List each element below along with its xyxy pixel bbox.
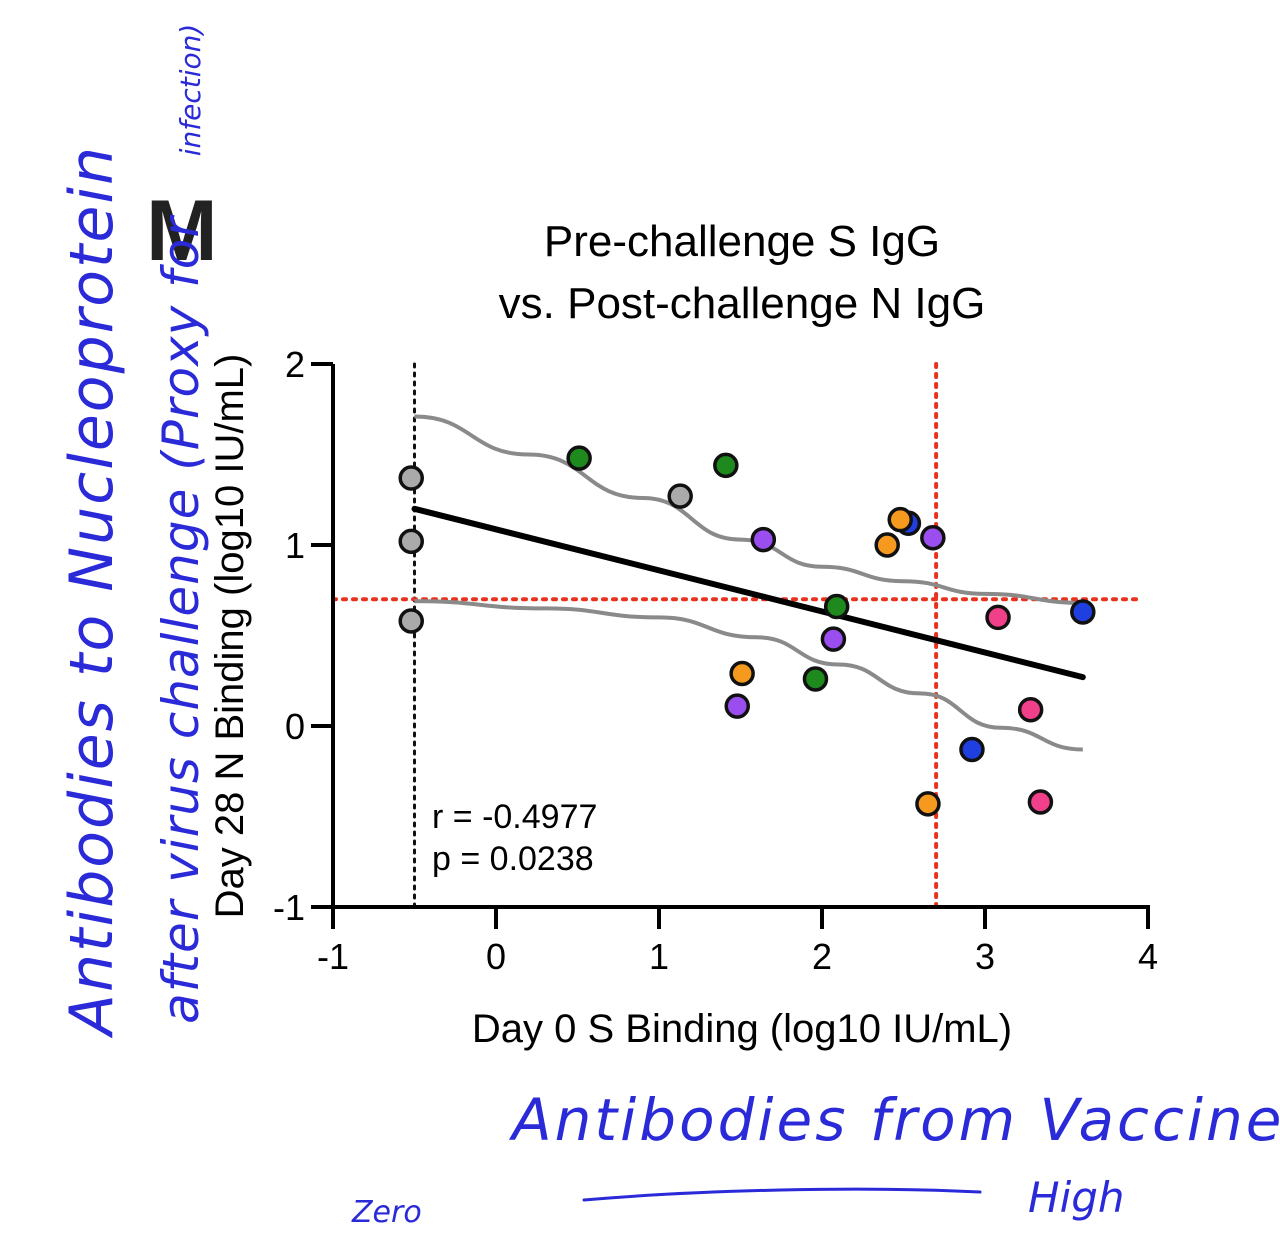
- stat-p: p = 0.0238: [432, 840, 594, 878]
- confidence-bands: [414, 414, 1083, 752]
- x-tick-label-1: 0: [486, 936, 506, 977]
- x-tick-label-0: -1: [317, 936, 349, 977]
- data-point-6: [713, 452, 739, 479]
- data-point-3: [398, 608, 424, 634]
- regression-line: [411, 505, 1086, 681]
- data-point-15: [887, 506, 913, 533]
- handwritten-zero-label: Zero: [351, 1195, 422, 1230]
- x-axis-label: Day 0 S Binding (log10 IU/mL): [472, 1007, 1012, 1051]
- data-point-19: [1017, 696, 1044, 723]
- data-point-11: [724, 693, 750, 719]
- data-point-13: [874, 532, 900, 558]
- handwritten-challenge-label: after virus challenge (Proxy for: [152, 214, 210, 1024]
- y-axis-label: Day 28 N Binding (log10 IU/mL): [208, 354, 252, 919]
- ci-lower-curve: [414, 599, 1083, 752]
- data-point-12: [802, 666, 829, 692]
- y-tick-label-1: 0: [285, 706, 305, 747]
- y-tick-label-3: 2: [285, 344, 305, 385]
- x-tick-label-2: 1: [649, 936, 669, 977]
- data-point-10: [729, 660, 755, 687]
- handwritten-vaccine-label: Antibodies from Vaccine: [508, 1086, 1280, 1154]
- data-point-20: [959, 736, 985, 763]
- panel-label: M: [146, 183, 218, 279]
- data-point-17: [985, 604, 1011, 631]
- x-tick-label-5: 4: [1138, 936, 1158, 977]
- regression-line-group: [411, 505, 1086, 681]
- data-points: [398, 445, 1096, 817]
- data-point-5: [667, 483, 693, 509]
- data-point-21: [915, 791, 941, 817]
- y-tick-label-0: -1: [273, 887, 305, 928]
- data-point-18: [1070, 599, 1096, 625]
- chart-title-line-2: vs. Post-challenge N IgG: [499, 279, 986, 328]
- data-point-22: [1027, 789, 1054, 815]
- axes: -1 0 1 2 3 4 -1 0 1 2: [273, 344, 1158, 977]
- ci-upper-curve: [414, 414, 1083, 605]
- x-tick-label-3: 2: [812, 936, 832, 977]
- data-point-2: [398, 528, 424, 555]
- chart-title-line-1: Pre-challenge S IgG: [544, 217, 940, 266]
- data-point-9: [820, 626, 847, 652]
- data-point-7: [750, 526, 777, 553]
- data-point-1: [398, 465, 424, 491]
- data-point-4: [566, 445, 592, 471]
- data-point-8: [823, 593, 850, 620]
- handwritten-high-label: High: [1028, 1173, 1125, 1222]
- handwritten-infection-label: infection): [174, 24, 207, 157]
- x-tick-label-4: 3: [975, 936, 995, 977]
- handwritten-nucleoprotein-label: Antibodies to Nucleoprotein: [57, 145, 127, 1039]
- stat-r: r = -0.4977: [432, 798, 597, 836]
- data-point-16: [920, 525, 946, 551]
- y-tick-label-2: 1: [285, 525, 305, 566]
- handwritten-scale-line: [582, 1187, 982, 1202]
- reference-lines: [331, 362, 1140, 909]
